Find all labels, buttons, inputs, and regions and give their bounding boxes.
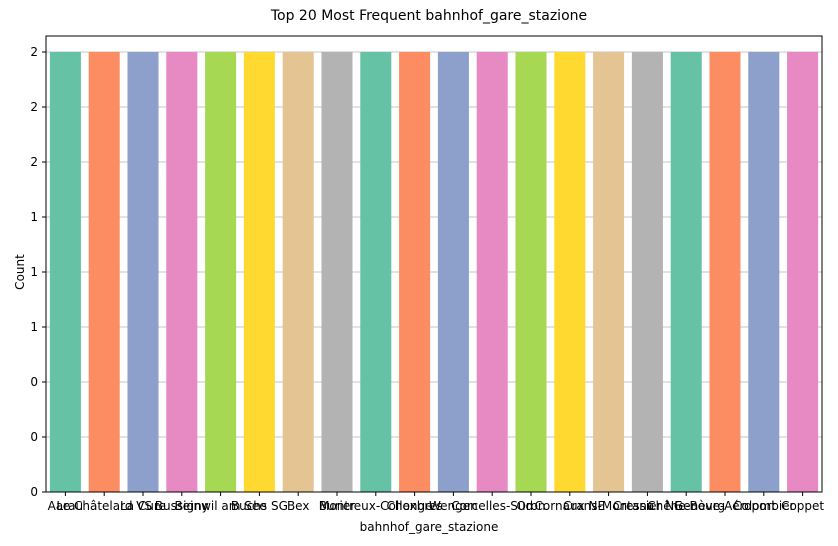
x-tick-label: La Cure [120,499,166,513]
x-tick-label: Aarau [48,499,83,513]
bar [709,52,741,492]
x-tick-label: Coppet [781,499,824,513]
x-tick-label: Beinwil am See [175,499,267,513]
x-tick-label: Montreux-Collonge [319,499,432,513]
x-tick-label: Genève-Aéroport [674,499,777,513]
bar [437,52,469,492]
y-tick-label: 0 [30,430,38,444]
x-tick-label: Burier [319,499,355,513]
x-tick-label: Le Châtelard VS [56,499,152,513]
y-axis-label: Count [13,254,27,290]
bar [670,52,702,492]
bar [49,52,81,492]
bar [631,52,663,492]
bar [243,52,275,492]
bar [127,52,159,492]
bar [748,52,780,492]
bar [515,52,547,492]
bar [360,52,392,492]
bar [476,52,508,492]
bar [554,52,586,492]
y-axis: 0 0 0 1 1 1 2 2 2 [30,45,46,499]
bar [321,52,353,492]
y-tick-label: 2 [30,155,38,169]
bar [88,52,120,492]
y-tick-label: 0 [30,485,38,499]
bar [399,52,431,492]
x-tick-label: Chexbres [387,499,443,513]
x-tick-label: Buchs SG [231,499,288,513]
x-axis-label: bahnhof_gare_stazione [360,520,499,534]
bar [787,52,819,492]
x-tick-label: Bex [287,499,310,513]
x-tick-label: Wengen [429,499,478,513]
x-tick-label: Crans-Montana [563,499,654,513]
bar [593,52,625,492]
x-tick-label: Oron [516,499,545,513]
x-tick-label: Chêne-Bourg [647,499,725,513]
y-tick-label: 0 [30,375,38,389]
y-tick-label: 1 [30,210,38,224]
bar [205,52,237,492]
chart-title: Top 20 Most Frequent bahnhof_gare_stazio… [270,8,587,24]
x-tick-label: Corcelles-Sud [451,499,533,513]
x-tick-label: Cressier NE [613,499,682,513]
bar [166,52,198,492]
x-tick-label: Colombier [733,499,794,513]
x-tick-label: Cornaux NE [535,499,605,513]
plot-frame [45,35,823,493]
y-tick-label: 1 [30,265,38,279]
x-tick-label: Bussigny [155,499,209,513]
y-tick-label: 2 [30,100,38,114]
y-tick-label: 1 [30,320,38,334]
bars [49,52,819,492]
bar [282,52,314,492]
y-tick-label: 2 [30,45,38,59]
